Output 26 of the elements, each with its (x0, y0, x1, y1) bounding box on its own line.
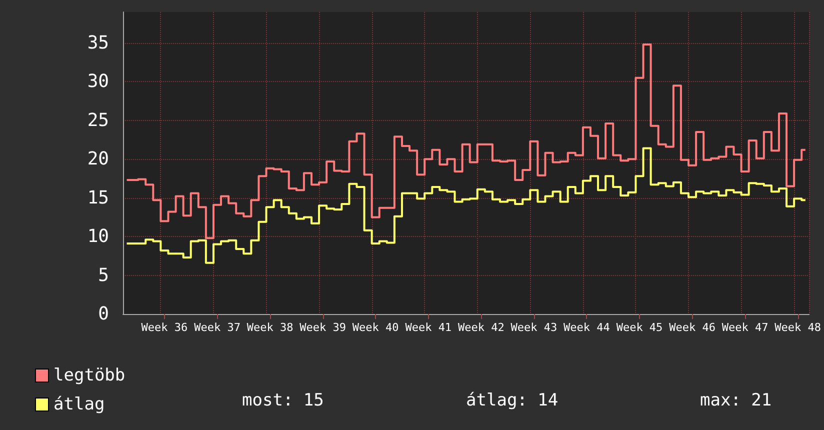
x-tick-label: Week 36 (141, 321, 188, 334)
y-tick-label: 0 (98, 304, 109, 324)
x-tick-label: Week 40 (352, 321, 399, 334)
x-tick-label: Week 48 (774, 321, 822, 334)
x-tick-label: Week 45 (616, 321, 663, 334)
text: átlag: 14 (466, 390, 558, 410)
x-tick-label: Week 42 (458, 321, 504, 334)
legend-label: átlag (54, 394, 105, 414)
y-tick-label: 15 (87, 187, 109, 208)
text: max: 21 (700, 390, 772, 410)
x-tick-label: Week 39 (300, 321, 346, 334)
x-tick-label: Week 47 (722, 321, 768, 334)
text: most: 15 (242, 390, 324, 410)
x-tick-label: Week 44 (564, 321, 610, 334)
y-tick-label: 35 (87, 32, 109, 54)
x-tick-label: Week 43 (510, 321, 558, 334)
y-tick-label: 25 (87, 110, 109, 131)
y-tick-label: 20 (87, 148, 109, 170)
y-tick-label: 30 (87, 71, 109, 92)
x-tick-label: Week 38 (246, 321, 294, 334)
y-tick-label: 5 (98, 264, 109, 286)
y-tick-label: 10 (87, 226, 109, 248)
x-tick-label: Week 41 (405, 321, 452, 334)
legend-label: legtöbb (54, 366, 126, 386)
x-tick-label: Week 37 (194, 321, 240, 334)
x-tick-label: Week 46 (669, 321, 716, 334)
